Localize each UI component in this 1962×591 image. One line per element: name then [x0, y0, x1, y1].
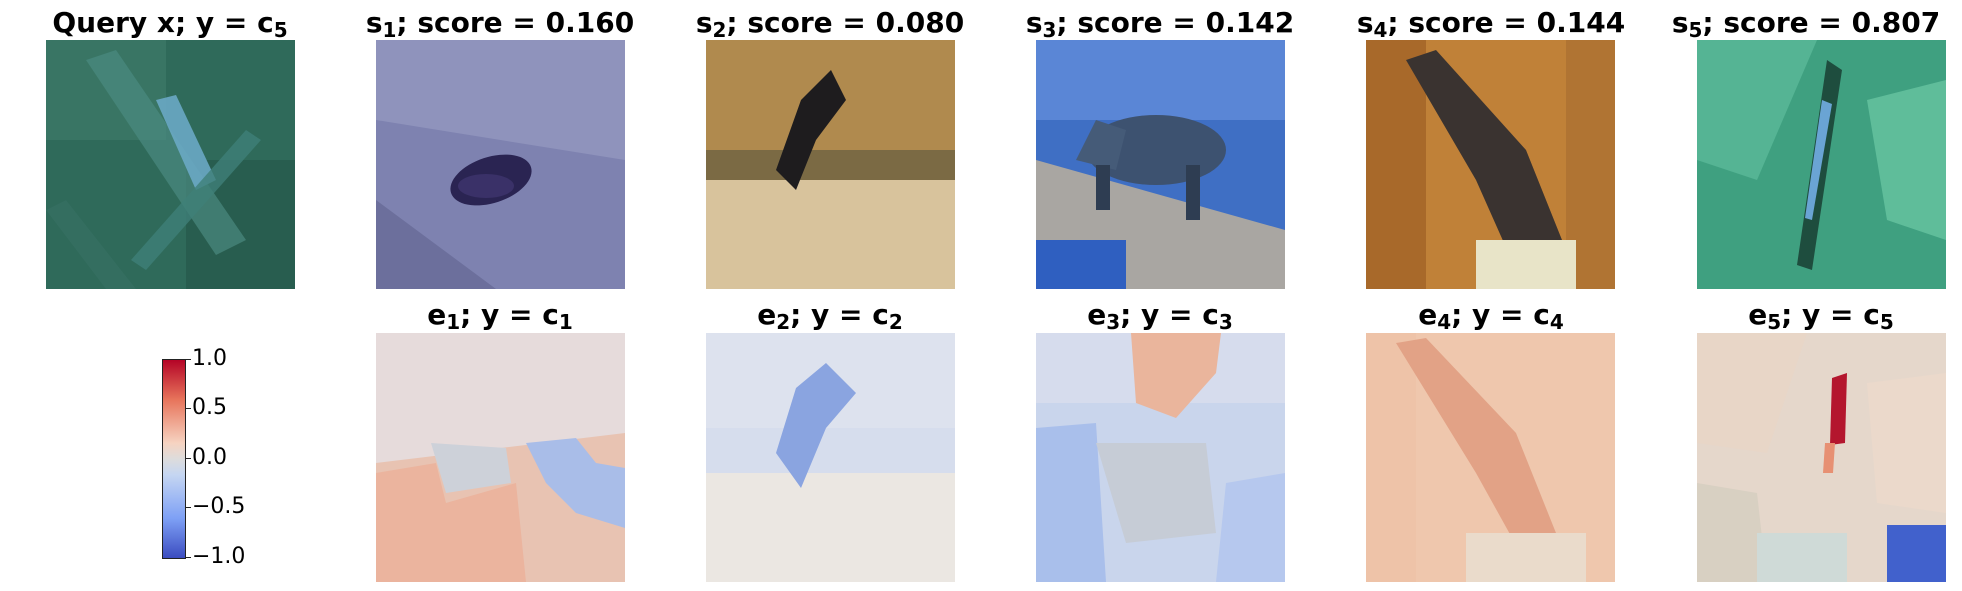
sample-score: ; score = 0.807 — [1702, 6, 1941, 39]
expl-label: e — [757, 298, 777, 331]
colorbar-tick — [185, 458, 191, 459]
expl-class-sub: 5 — [1879, 310, 1894, 334]
expl-title-2: e2; y = c2 — [680, 296, 980, 334]
sample-image-4 — [1366, 40, 1615, 289]
expl-class-sub: 3 — [1218, 310, 1233, 334]
colorbar-tick — [185, 359, 191, 360]
expl-class: ; y = c — [1120, 298, 1219, 331]
expl-class: ; y = c — [460, 298, 559, 331]
query-title-text: Query x; y = c — [52, 6, 274, 39]
expl-class-sub: 1 — [558, 310, 573, 334]
expl-class: ; y = c — [790, 298, 889, 331]
expl-sub: 5 — [1767, 310, 1782, 334]
expl-sub: 1 — [446, 310, 461, 334]
expl-class-sub: 4 — [1549, 310, 1564, 334]
expl-title-4: e4; y = c4 — [1341, 296, 1641, 334]
expl-sub: 4 — [1437, 310, 1452, 334]
explanation-map-1 — [376, 333, 625, 582]
expl-class: ; y = c — [1781, 298, 1880, 331]
expl-sub: 2 — [776, 310, 791, 334]
expl-label: e — [1087, 298, 1107, 331]
sample-score: ; score = 0.080 — [726, 6, 965, 39]
sample-score: ; score = 0.160 — [396, 6, 635, 39]
sample-sub: 1 — [382, 18, 397, 42]
explanation-map-4 — [1366, 333, 1615, 582]
colorbar-tick — [185, 557, 191, 558]
expl-title-5: e5; y = c5 — [1671, 296, 1962, 334]
colorbar-label-half: 0.5 — [192, 395, 227, 420]
expl-title-1: e1; y = c1 — [350, 296, 650, 334]
query-title: Query x; y = c5 — [20, 4, 320, 42]
expl-class-sub: 2 — [888, 310, 903, 334]
expl-title-3: e3; y = c3 — [1010, 296, 1310, 334]
expl-sub: 3 — [1106, 310, 1121, 334]
sample-label: s — [695, 6, 713, 39]
sample-image-3 — [1036, 40, 1285, 289]
colorbar-label-neg-half: −0.5 — [192, 494, 246, 519]
sample-label: s — [1356, 6, 1374, 39]
sample-label: s — [1025, 6, 1043, 39]
expl-label: e — [1418, 298, 1438, 331]
sample-title-5: s5; score = 0.807 — [1656, 4, 1956, 42]
expl-label: e — [1748, 298, 1768, 331]
sample-image-5 — [1697, 40, 1946, 289]
explanation-map-3 — [1036, 333, 1285, 582]
sample-sub: 4 — [1373, 18, 1388, 42]
sample-label: s — [1671, 6, 1689, 39]
expl-label: e — [427, 298, 447, 331]
sample-title-2: s2; score = 0.080 — [680, 4, 980, 42]
colorbar-label-max: 1.0 — [192, 346, 227, 371]
sample-title-3: s3; score = 0.142 — [1010, 4, 1310, 42]
sample-score: ; score = 0.142 — [1056, 6, 1295, 39]
sample-sub: 2 — [712, 18, 727, 42]
explanation-map-2 — [706, 333, 955, 582]
explanation-map-5 — [1697, 333, 1946, 582]
query-image — [46, 40, 295, 289]
sample-sub: 3 — [1042, 18, 1057, 42]
colorbar-label-min: −1.0 — [192, 544, 246, 569]
sample-image-2 — [706, 40, 955, 289]
sample-title-4: s4; score = 0.144 — [1341, 4, 1641, 42]
sample-sub: 5 — [1688, 18, 1703, 42]
colorbar — [162, 359, 186, 559]
sample-score: ; score = 0.144 — [1387, 6, 1626, 39]
query-title-sub: 5 — [273, 18, 288, 42]
sample-image-1 — [376, 40, 625, 289]
colorbar-tick — [185, 408, 191, 409]
sample-title-1: s1; score = 0.160 — [350, 4, 650, 42]
colorbar-label-zero: 0.0 — [192, 445, 227, 470]
colorbar-tick — [185, 507, 191, 508]
sample-label: s — [365, 6, 383, 39]
expl-class: ; y = c — [1451, 298, 1550, 331]
